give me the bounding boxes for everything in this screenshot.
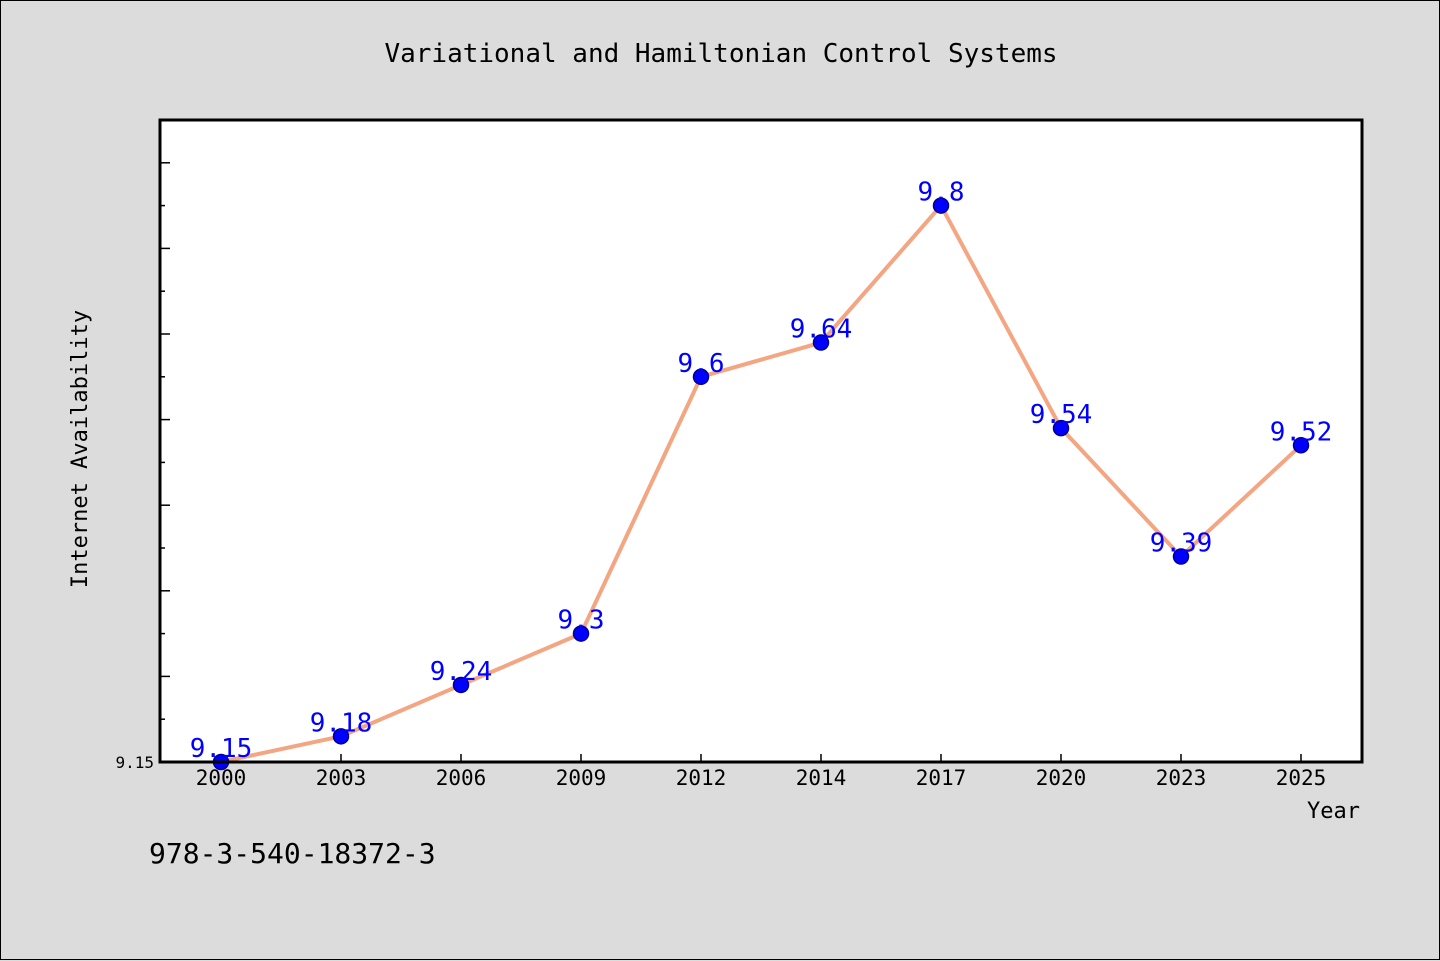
x-tick-label: 2012 [676,766,727,790]
data-point [572,625,590,642]
x-tick-label: 2006 [436,766,487,790]
data-point [1052,419,1070,437]
data-point [692,368,710,386]
data-point [932,197,950,214]
data-label: 9.64 [790,315,853,345]
data-label: 9.15 [190,734,253,764]
data-point [1292,437,1310,454]
data-point [1172,548,1190,565]
x-tick-label: 2025 [1276,766,1327,790]
y-axis-label: Internet Availability [68,310,93,588]
x-tick-label: 2003 [316,766,367,790]
x-tick-label: 2017 [916,766,967,790]
plot-frame [158,118,1364,764]
data-labels: 9.15 9.18 9.24 9.3 9.6 9.64 9.8 9.54 9.39 9.52 [190,178,1333,764]
y-tick-labels: 9.15 [115,753,154,772]
x-tick-label: 2023 [1156,766,1207,790]
x-tick-label: 2020 [1036,766,1087,790]
data-label: 9.52 [1270,417,1333,447]
plot-area [160,120,1362,762]
data-label: 9.39 [1150,529,1213,559]
data-label: 9.8 [918,178,965,208]
x-tick-labels: 2000 2003 2006 2009 2012 2014 2017 2020 2023 2025 [196,766,1327,790]
chart-title: Variational and Hamiltonian Control Syst… [384,39,1057,69]
data-point [812,334,830,351]
y-tick-label: 9.15 [115,753,154,772]
data-label: 9.18 [310,708,373,738]
data-label: 9.3 [558,606,605,636]
data-label: 9.24 [430,657,493,687]
x-axis-label: Year [1307,799,1360,824]
x-tick-label: 2009 [556,766,607,790]
data-label: 9.54 [1030,400,1093,430]
data-point [452,676,470,694]
data-label: 9.6 [678,349,725,379]
footer-isbn: 978-3-540-18372-3 [149,837,436,870]
series-line [220,203,1303,764]
x-tick-label: 2014 [796,766,847,790]
data-point [332,728,350,745]
